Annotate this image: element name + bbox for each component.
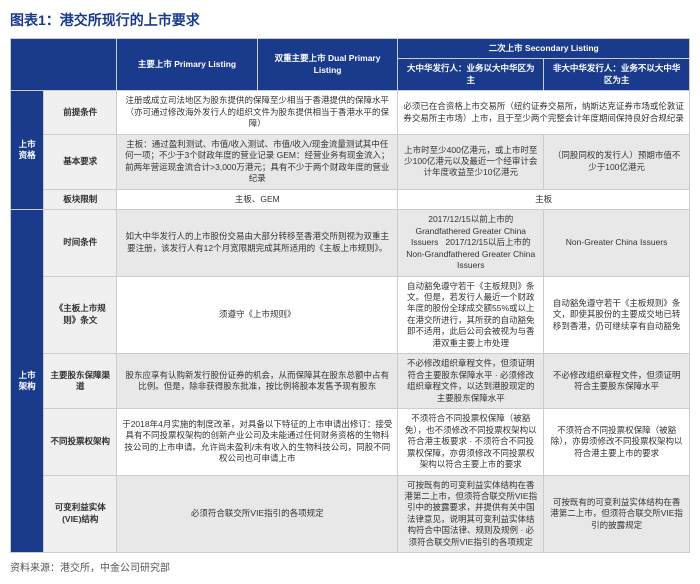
- r3-label: 板块限制: [44, 189, 117, 209]
- r5-sec2: 自动豁免遵守若干《主板规则》条文，即使其股份的主要成交地已转移到香港，仍可继续享…: [544, 276, 690, 354]
- r6-sec2: 不必修改组织章程文件，但须证明符合主要股东保障水平: [544, 354, 690, 409]
- r4-primary-dual: 如大中华发行人的上市股份交易由大部分转移至香港交所则视为双重主要注册，该发行人有…: [117, 210, 398, 276]
- th-dual: 双重主要上市 Dual Primary Listing: [257, 39, 398, 91]
- r4-label: 时间条件: [44, 210, 117, 276]
- r1-label: 前提条件: [44, 91, 117, 134]
- r6-label: 主要股东保障渠道: [44, 354, 117, 409]
- r2-label: 基本要求: [44, 134, 117, 189]
- th-sec-sub2: 非大中华发行人：业务不以大中华区为主: [544, 59, 690, 91]
- r8-primary-dual: 必须符合联交所VIE指引的各项规定: [117, 475, 398, 553]
- r5-primary-dual: 须遵守《上市规则》: [117, 276, 398, 354]
- r4-sec1: 2017/12/15以前上市的Grandfathered Greater Chi…: [398, 210, 544, 276]
- r8-sec1: 可按既有的可变利益实体结构在香港第二上市，但须符合联交所VIE指引中的披露要求，…: [398, 475, 544, 553]
- th-secondary: 二次上市 Secondary Listing: [398, 39, 690, 59]
- r7-sec1: 不须符合不同投票权保障（被豁免），也不须修改不同投票权架构以符合港主板要求 · …: [398, 409, 544, 475]
- side-listing-structure: 上市架构: [11, 210, 44, 553]
- r7-label: 不同投票权架构: [44, 409, 117, 475]
- side-listing-qualification: 上市资格: [11, 91, 44, 210]
- source-note: 资料来源：港交所，中金公司研究部: [10, 559, 690, 574]
- r1-primary-dual: 注册或成立司法地区为股东提供的保障至少相当于香港提供的保障水平（亦可通过修改海外…: [117, 91, 398, 134]
- r6-sec1: 不必修改组织章程文件，但须证明符合主要股东保障水平 · 必须修改组织章程文件，以…: [398, 354, 544, 409]
- r3-secondary: 主板: [398, 189, 690, 209]
- r8-label: 可变利益实体(VIE)结构: [44, 475, 117, 553]
- th-sec-sub1: 大中华发行人：业务以大中华区为主: [398, 59, 544, 91]
- r2-sec1: 上市时至少400亿港元，或上市时至少100亿港元以及最近一个经审计会计年度收益至…: [398, 134, 544, 189]
- r7-sec2: 不须符合不同投票权保障（被豁除），亦毋须修改不同投票权架构以符合港主要上市的要求: [544, 409, 690, 475]
- r8-sec2: 可按既有的可变利益实体结构在香港第二上市，但须符合联交所VIE指引的披露规定: [544, 475, 690, 553]
- r2-primary-dual: 主板：通过盈利测试、市值/收入测试、市值/收入/现金流量测试其中任何一项；不少于…: [117, 134, 398, 189]
- r6-primary-dual: 股东应享有认购新发行股份证券的机会，从而保障其在股东总额中占有比例。但是，除非获…: [117, 354, 398, 409]
- chart-title: 图表1：港交所现行的上市要求: [10, 10, 690, 30]
- r7-primary-dual: 于2018年4月实施的制度改革，对具备以下特征的上市申请出修订：接受具有不同投票…: [117, 409, 398, 475]
- r3-primary-dual: 主板、GEM: [117, 189, 398, 209]
- th-primary: 主要上市 Primary Listing: [117, 39, 258, 91]
- r4-sec2: Non-Greater China Issuers: [544, 210, 690, 276]
- r1-secondary: 必须已在合资格上市交易所（纽约证券交易所，纳斯达克证券市场或伦敦证券交易所主市场…: [398, 91, 690, 134]
- r5-sec1: 自动豁免遵守若干《主板规则》条文。但是，若发行人最近一个财政年度的股份全球成交额…: [398, 276, 544, 354]
- listing-requirements-table: 主要上市 Primary Listing 双重主要上市 Dual Primary…: [10, 38, 690, 553]
- r5-label: 《主板上市规则》条文: [44, 276, 117, 354]
- th-blank: [11, 39, 117, 91]
- r2-sec2: （同股同权的发行人）预期市值不少于100亿港元: [544, 134, 690, 189]
